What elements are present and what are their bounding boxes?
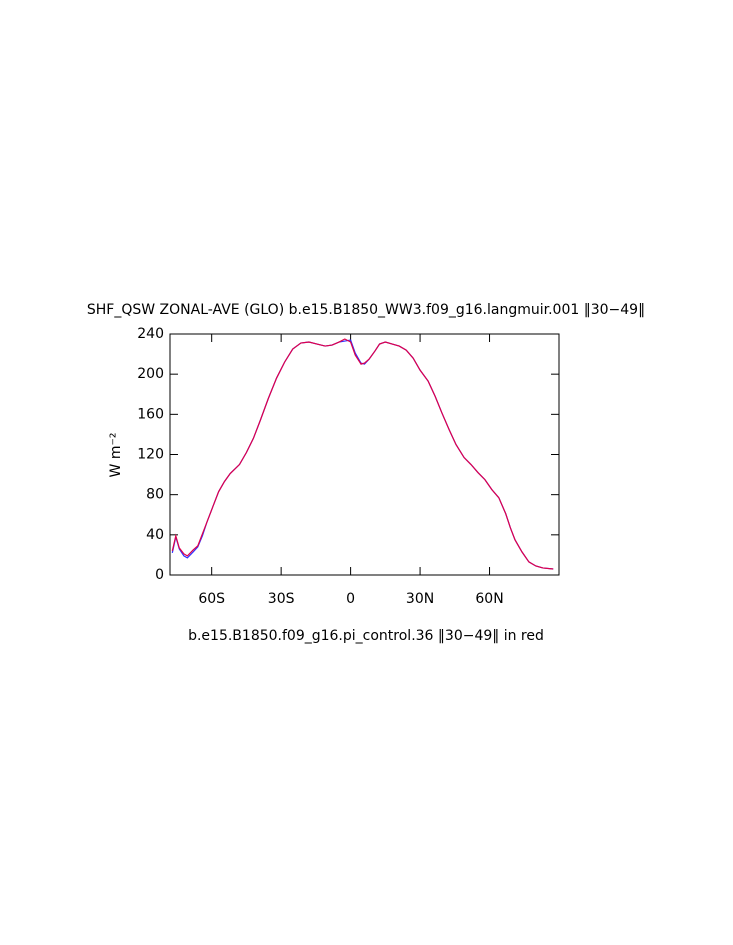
y-tick-label: 120 (137, 447, 164, 463)
y-tick-label: 200 (137, 366, 164, 382)
y-tick-label: 40 (146, 527, 164, 543)
x-tick-label: 30S (268, 591, 295, 607)
y-tick-label: 160 (137, 406, 164, 422)
y-tick-label: 240 (137, 326, 164, 342)
chart-title: SHF_QSW ZONAL-AVE (GLO) b.e15.B1850_WW3.… (87, 302, 645, 318)
x-tick-label: 60N (475, 591, 503, 607)
series-line (171, 339, 554, 570)
x-tick-label: 0 (346, 591, 355, 607)
plot-frame (169, 333, 560, 576)
x-tick-label: 60S (198, 591, 225, 607)
x-tick-label: 30N (406, 591, 434, 607)
series-line (171, 338, 554, 570)
subtitle: b.e15.B1850.f09_g16.pi_control.36 ‖30−49… (188, 628, 544, 644)
y-tick-label: 80 (146, 487, 164, 503)
y-axis-label: W m⁻² (108, 433, 124, 478)
y-tick-label: 0 (155, 567, 164, 583)
